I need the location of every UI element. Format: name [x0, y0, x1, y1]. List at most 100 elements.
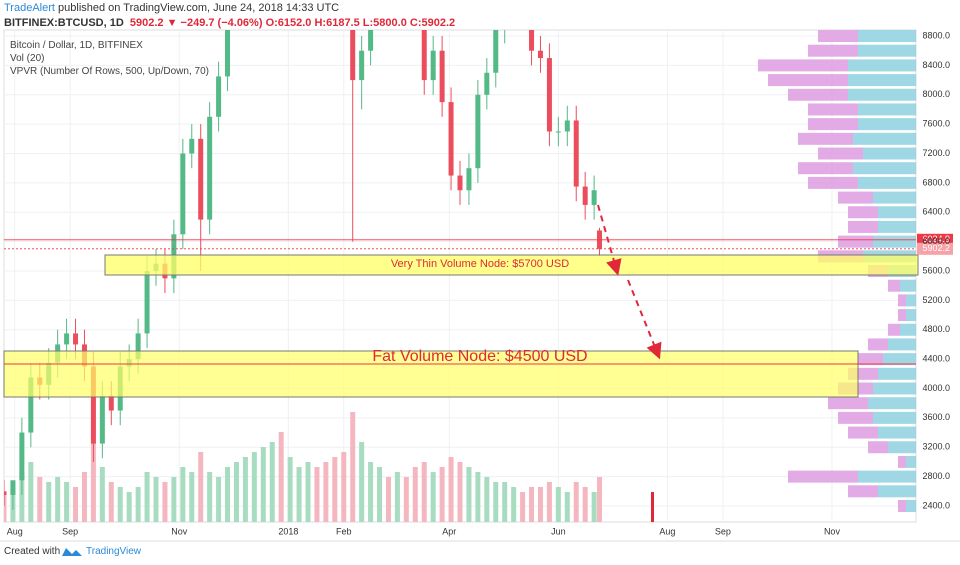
profile-bar	[858, 103, 916, 116]
volume-bar	[520, 492, 526, 522]
x-tick-label: 2018	[278, 526, 298, 536]
volume-bar	[573, 482, 579, 522]
legend-item: VPVR (Number Of Rows, 500, Up/Down, 70)	[10, 66, 209, 77]
y-tick-label: 2400.0	[922, 500, 950, 510]
profile-bar	[768, 74, 848, 87]
volume-bar	[73, 487, 79, 522]
profile-bar	[848, 206, 878, 219]
volume-bar	[439, 467, 445, 522]
profile-bar	[878, 426, 916, 439]
x-tick-label: Feb	[336, 526, 352, 536]
volume-bar	[278, 432, 284, 522]
profile-bar	[898, 309, 906, 322]
profile-bar	[898, 294, 906, 307]
profile-bar	[858, 470, 916, 483]
profile-bar	[906, 499, 916, 512]
volume-pane	[4, 412, 602, 522]
volume-bar	[305, 462, 311, 522]
profile-bar	[888, 323, 900, 336]
candle-body	[448, 102, 454, 176]
profile-bar	[906, 294, 916, 307]
marker	[651, 492, 654, 522]
volume-bar	[493, 482, 499, 522]
volume-bar	[475, 472, 481, 522]
profile-bar	[858, 30, 916, 43]
volume-bar	[582, 487, 588, 522]
annotation: Very Thin Volume Node: $5700 USD	[391, 258, 569, 270]
profile-bar	[898, 455, 906, 468]
candle-body	[90, 366, 96, 444]
candle-body	[225, 30, 231, 77]
candle-body	[99, 395, 105, 444]
candle-body	[368, 30, 374, 51]
volume-bar	[385, 477, 391, 522]
volume-bar	[198, 452, 204, 522]
profile-bar	[808, 176, 858, 189]
profile-bar	[808, 103, 858, 116]
candle-body	[421, 30, 427, 81]
candle-body	[64, 333, 70, 345]
legend-item: Bitcoin / Dollar, 1D, BITFINEX	[10, 40, 143, 51]
volume-bar	[511, 487, 517, 522]
y-tick-label: 7200.0	[922, 148, 950, 158]
volume-bar	[180, 467, 186, 522]
profile-bar	[900, 323, 916, 336]
volume-bar	[457, 462, 463, 522]
profile-bar	[848, 88, 916, 101]
volume-bar	[171, 477, 177, 522]
volume-bar	[99, 467, 105, 522]
profile-bar	[900, 279, 916, 292]
volume-bar	[135, 487, 141, 522]
volume-bar	[37, 477, 43, 522]
arrow	[627, 279, 662, 360]
volume-bar	[529, 487, 535, 522]
symbol: BITFINEX:BTCUSD, 1D	[4, 17, 124, 29]
x-tick-label: Aug	[7, 526, 23, 536]
ohlc: O:6152.0 H:6187.5 L:5800.0 C:5902.2	[265, 17, 456, 29]
candle-body	[73, 333, 79, 345]
volume-bar	[332, 457, 338, 522]
y-tick-label: 3200.0	[922, 442, 950, 452]
profile-bar	[883, 353, 916, 366]
profile-bar	[848, 485, 878, 498]
volume-bar	[269, 442, 275, 522]
candle-body	[546, 58, 552, 132]
profile-bar	[838, 235, 873, 248]
y-tick-label: 3600.0	[922, 412, 950, 422]
volume-bar	[430, 472, 436, 522]
candle-body	[591, 190, 597, 205]
footer-brand[interactable]: TradingView	[86, 546, 142, 557]
candle-body	[144, 271, 150, 334]
volume-bar	[153, 477, 159, 522]
candle-body	[4, 491, 7, 495]
profile-bar	[873, 235, 916, 248]
y-tick-label: 7600.0	[922, 119, 950, 129]
volume-bar	[394, 472, 400, 522]
volume-bar	[564, 492, 570, 522]
y-tick-label: 4000.0	[922, 383, 950, 393]
profile-bar	[858, 176, 916, 189]
y-tick-label: 6400.0	[922, 207, 950, 217]
candle-body	[198, 138, 204, 220]
volume-bar	[448, 457, 454, 522]
profile-bar	[878, 367, 916, 380]
fat-node-box	[3, 350, 859, 398]
volume-bar	[162, 482, 168, 522]
footer-created: Created with	[4, 546, 61, 557]
author[interactable]: TradeAlert	[4, 2, 55, 14]
profile-bar	[906, 309, 916, 322]
profile-bar	[863, 147, 916, 160]
volume-bar	[314, 467, 320, 522]
profile-bar	[848, 426, 878, 439]
volume-bar	[359, 442, 365, 522]
y-tick-label: 5600.0	[922, 265, 950, 275]
y-tick-label: 8000.0	[922, 89, 950, 99]
candle-body	[466, 168, 472, 191]
y-tick-label: 6800.0	[922, 177, 950, 187]
x-tick-label: Nov	[171, 526, 188, 536]
volume-bar	[296, 467, 302, 522]
profile-bar	[868, 441, 888, 454]
volume-bar	[108, 482, 114, 522]
profile-bar	[898, 499, 906, 512]
